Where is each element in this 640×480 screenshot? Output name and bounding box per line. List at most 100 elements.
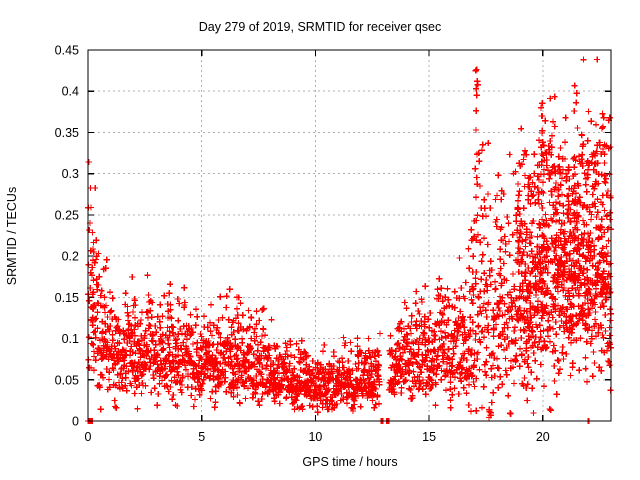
- data-point: [106, 289, 114, 296]
- data-point: [546, 324, 553, 331]
- data-point: [291, 365, 298, 372]
- data-point: [165, 388, 172, 395]
- data-point: [293, 340, 300, 347]
- data-point: [524, 381, 531, 388]
- data-point: [447, 397, 454, 404]
- data-point: [558, 281, 565, 288]
- data-point: [511, 283, 518, 290]
- data-point: [516, 248, 523, 255]
- data-point: [487, 412, 494, 419]
- data-point: [234, 345, 241, 352]
- data-point: [565, 214, 572, 221]
- data-point: [296, 359, 303, 366]
- data-point: [606, 306, 614, 313]
- data-point: [554, 288, 561, 295]
- data-point: [250, 351, 257, 358]
- data-point: [427, 375, 434, 383]
- data-point: [577, 160, 584, 167]
- data-point: [461, 316, 468, 324]
- data-point: [524, 360, 531, 367]
- data-point: [530, 258, 537, 265]
- data-point: [507, 306, 514, 313]
- data-point: [527, 284, 534, 292]
- data-point: [575, 290, 582, 297]
- data-point: [101, 294, 108, 301]
- data-point: [551, 256, 558, 263]
- data-point: [523, 308, 530, 315]
- data-point: [493, 355, 501, 362]
- data-point: [183, 336, 191, 343]
- data-point: [376, 378, 383, 385]
- data-point: [215, 375, 222, 382]
- data-point: [347, 339, 354, 346]
- data-point: [602, 296, 609, 303]
- data-point: [459, 319, 466, 327]
- data-point: [122, 290, 129, 297]
- data-point: [369, 390, 376, 397]
- data-point: [476, 182, 484, 190]
- data-point: [524, 397, 531, 404]
- data-point: [503, 319, 510, 326]
- data-point: [113, 404, 120, 411]
- data-point: [603, 191, 610, 199]
- data-point: [593, 266, 600, 273]
- data-point: [558, 175, 566, 182]
- data-point: [188, 383, 195, 390]
- data-point: [295, 358, 302, 365]
- data-point: [595, 224, 602, 231]
- data-point: [109, 331, 116, 338]
- data-point: [523, 384, 530, 391]
- data-point: [416, 385, 423, 392]
- data-point: [390, 376, 398, 383]
- data-point: [538, 216, 546, 223]
- data-point: [557, 238, 564, 245]
- data-point: [178, 389, 185, 396]
- data-point: [306, 402, 313, 409]
- data-point: [512, 340, 519, 347]
- data-point: [227, 340, 234, 347]
- data-point: [576, 282, 583, 289]
- data-point: [598, 216, 605, 223]
- data-point: [458, 284, 465, 291]
- data-point: [364, 394, 371, 401]
- data-point: [213, 359, 220, 366]
- data-point: [290, 376, 298, 383]
- data-point: [537, 269, 544, 276]
- data-point: [516, 188, 523, 195]
- data-point: [445, 296, 452, 303]
- data-point: [498, 196, 505, 203]
- y-tick-label: 0: [72, 415, 79, 429]
- data-point: [262, 365, 269, 372]
- data-point: [414, 360, 421, 367]
- data-point: [351, 401, 358, 408]
- data-point: [227, 353, 234, 360]
- data-point: [352, 360, 359, 368]
- data-point: [398, 356, 405, 363]
- data-point: [583, 242, 591, 249]
- data-point: [173, 336, 181, 343]
- data-point: [497, 256, 504, 263]
- data-point: [547, 407, 554, 414]
- data-point: [457, 359, 464, 366]
- data-point: [424, 347, 431, 354]
- data-point: [535, 176, 543, 183]
- data-point: [304, 352, 311, 359]
- data-point: [288, 394, 295, 401]
- data-point: [592, 285, 600, 292]
- data-point: [521, 374, 528, 381]
- data-point: [423, 379, 430, 386]
- data-point: [556, 217, 563, 224]
- data-point: [129, 273, 136, 280]
- data-point: [558, 191, 566, 198]
- data-point: [514, 308, 521, 315]
- data-point: [586, 234, 593, 242]
- data-point: [465, 245, 472, 252]
- data-point: [600, 303, 607, 310]
- data-point: [586, 309, 593, 316]
- data-point: [333, 400, 340, 407]
- data-point: [555, 193, 562, 200]
- data-point: [432, 332, 439, 340]
- data-point: [471, 217, 478, 224]
- data-point: [416, 379, 423, 387]
- data-point: [156, 380, 163, 387]
